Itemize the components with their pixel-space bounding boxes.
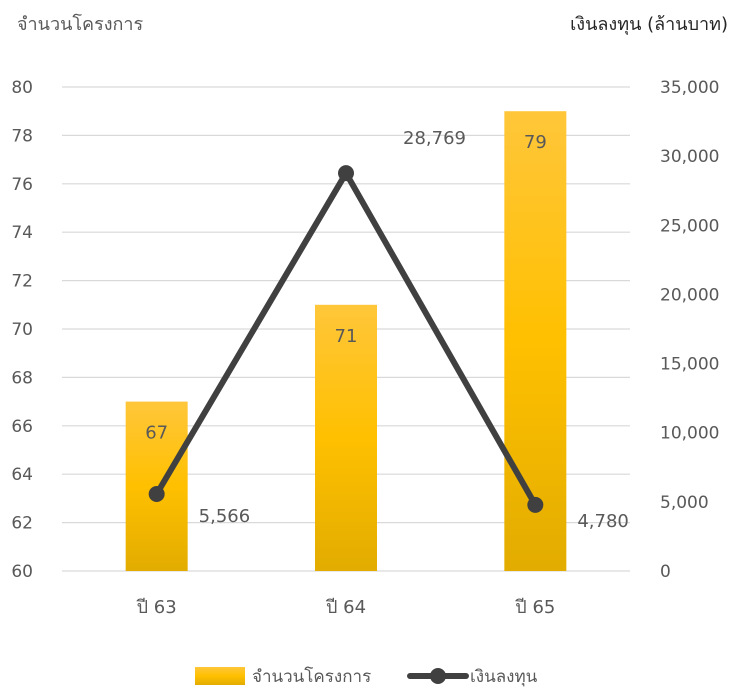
left-axis-tick-label: 76 [11, 175, 33, 195]
bar [315, 304, 377, 571]
right-axis-tick-label: 30,000 [660, 147, 719, 167]
bar-data-label: 71 [335, 326, 358, 347]
left-axis-title: จำนวนโครงการ [17, 13, 144, 35]
legend-line-label: เงินลงทุน [470, 667, 538, 687]
right-axis-title: เงินลงทุน (ล้านบาท) [570, 14, 728, 35]
legend-line-marker [430, 668, 446, 684]
x-axis-ticks: ปี 63 ปี 64 ปี 65 [136, 597, 555, 618]
x-axis-tick-label: ปี 65 [515, 597, 555, 618]
left-axis-tick-label: 74 [11, 223, 33, 243]
legend-bar-swatch [195, 667, 245, 685]
bar [504, 111, 567, 571]
legend: จำนวนโครงการ เงินลงทุน [195, 666, 538, 687]
bar-data-label: 67 [145, 423, 168, 444]
right-axis-tick-label: 0 [660, 562, 671, 582]
left-axis-tick-label: 72 [11, 272, 33, 292]
left-axis-tick-label: 80 [11, 78, 33, 98]
left-axis-tick-label: 68 [11, 368, 33, 388]
right-axis-tick-label: 25,000 [660, 216, 719, 236]
left-axis-tick-label: 78 [11, 126, 33, 146]
right-axis-tick-label: 35,000 [660, 78, 719, 98]
left-axis-tick-label: 66 [11, 417, 33, 437]
line-data-labels: 5,566 28,769 4,780 [199, 128, 629, 532]
bar-data-labels: 67 71 79 [145, 132, 547, 443]
left-axis-tick-label: 70 [11, 320, 33, 340]
line-series [148, 165, 544, 513]
legend-bar-label: จำนวนโครงการ [252, 666, 371, 687]
right-axis-ticks: 0 5,000 10,000 15,000 20,000 25,000 30,000 35,0… [660, 78, 719, 582]
left-axis-tick-label: 62 [11, 514, 33, 534]
right-axis-tick-label: 15,000 [660, 355, 719, 375]
line-data-label: 28,769 [403, 128, 466, 149]
right-axis-tick-label: 5,000 [660, 493, 709, 513]
left-axis-tick-label: 64 [11, 465, 33, 485]
line-data-label: 5,566 [199, 506, 251, 527]
left-axis-ticks: 60 62 64 66 68 70 72 74 76 78 80 [11, 78, 33, 582]
bar-data-label: 79 [524, 132, 547, 153]
left-axis-tick-label: 60 [11, 562, 33, 582]
line-marker [148, 486, 165, 503]
line-marker [527, 496, 544, 513]
x-axis-tick-label: ปี 64 [326, 597, 366, 618]
line-data-label: 4,780 [577, 511, 629, 532]
x-axis-tick-label: ปี 63 [136, 597, 176, 618]
right-axis-tick-label: 20,000 [660, 285, 719, 305]
right-axis-tick-label: 10,000 [660, 424, 719, 444]
line-marker [338, 165, 354, 182]
